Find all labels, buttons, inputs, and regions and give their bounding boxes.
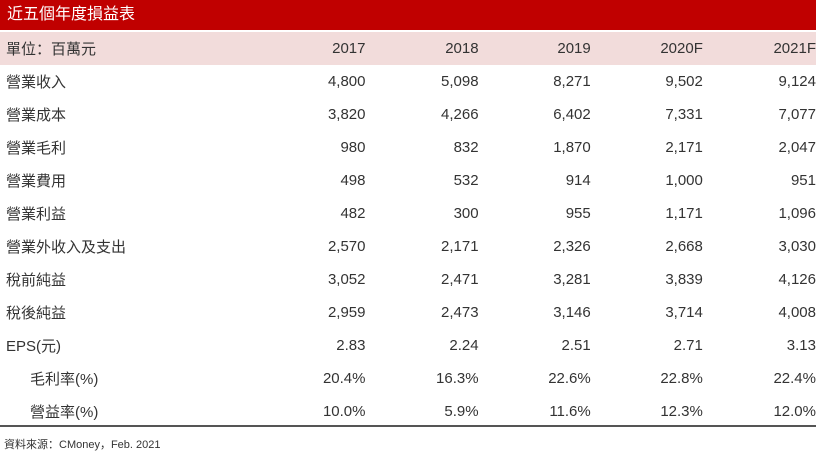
cell-value: 3,146 <box>553 304 591 321</box>
cell-value: 2,326 <box>553 238 591 255</box>
cell-value: 22.6% <box>548 370 591 387</box>
cell-value: 2,171 <box>665 139 703 156</box>
cell-value: 5.9% <box>444 403 479 420</box>
table-row: 營益率(%) 10.0% 5.9% 11.6% 12.3% 12.0% <box>0 395 816 428</box>
cell-value: 3,714 <box>665 304 703 321</box>
cell-value: 3,052 <box>327 271 366 288</box>
cell-value: 2,570 <box>327 238 366 255</box>
cell-value: 9,502 <box>665 73 703 90</box>
cell-value: 16.3% <box>436 370 479 387</box>
cell-value: 7,331 <box>665 106 703 123</box>
cell-value: 2,171 <box>441 238 479 255</box>
cell-value: 482 <box>340 205 366 222</box>
table-row: 營業費用 498 532 914 1,000 951 <box>0 164 816 197</box>
cell-value: 9,124 <box>778 73 816 90</box>
cell-value: 951 <box>790 172 816 189</box>
row-label: 毛利率(%) <box>30 371 99 388</box>
cell-value: 7,077 <box>778 106 816 123</box>
row-label: EPS(元) <box>6 338 62 355</box>
cell-value: 4,800 <box>327 73 366 90</box>
cell-value: 3,281 <box>553 271 591 288</box>
cell-value: 914 <box>565 172 591 189</box>
table-body: 營業收入 4,800 5,098 8,271 9,502 9,124 營業成本 3,820 4,… <box>0 65 816 428</box>
cell-value: 498 <box>340 172 366 189</box>
source-note: 資料來源：CMoney，Feb. 2021 <box>4 439 161 451</box>
cell-value: 2,668 <box>665 238 703 255</box>
cell-value: 980 <box>340 139 366 156</box>
row-label: 稅後純益 <box>6 305 67 322</box>
bottom-rule <box>0 425 816 427</box>
year-header: 2018 <box>445 40 479 57</box>
cell-value: 22.4% <box>773 370 816 387</box>
cell-value: 3,839 <box>665 271 703 288</box>
cell-value: 300 <box>453 205 479 222</box>
row-label: 營業毛利 <box>6 140 67 157</box>
cell-value: 832 <box>453 139 479 156</box>
cell-value: 2,471 <box>441 271 479 288</box>
cell-value: 8,271 <box>553 73 591 90</box>
cell-value: 3,820 <box>327 106 366 123</box>
cell-value: 3,030 <box>778 238 816 255</box>
year-header: 2020F <box>660 40 703 57</box>
table-row: 毛利率(%) 20.4% 16.3% 22.6% 22.8% 22.4% <box>0 362 816 395</box>
row-label: 營業成本 <box>6 107 67 124</box>
cell-value: 955 <box>565 205 591 222</box>
row-label: 營業外收入及支出 <box>6 239 127 256</box>
table-row: 稅後純益 2,959 2,473 3,146 3,714 4,008 <box>0 296 816 329</box>
cell-value: 4,126 <box>778 271 816 288</box>
cell-value: 4,008 <box>778 304 816 321</box>
cell-value: 2.51 <box>561 337 591 354</box>
year-header: 2017 <box>332 40 366 57</box>
cell-value: 1,000 <box>665 172 703 189</box>
cell-value: 5,098 <box>441 73 479 90</box>
cell-value: 1,171 <box>665 205 703 222</box>
cell-value: 3.13 <box>786 337 816 354</box>
table-row: 稅前純益 3,052 2,471 3,281 3,839 4,126 <box>0 263 816 296</box>
table-row: 營業收入 4,800 5,098 8,271 9,502 9,124 <box>0 65 816 98</box>
table-row: 營業成本 3,820 4,266 6,402 7,331 7,077 <box>0 98 816 131</box>
cell-value: 10.0% <box>322 403 366 420</box>
cell-value: 2.83 <box>336 337 366 354</box>
year-header: 2021F <box>773 40 816 57</box>
cell-value: 4,266 <box>441 106 479 123</box>
year-header: 2019 <box>557 40 591 57</box>
cell-value: 11.6% <box>549 403 591 420</box>
cell-value: 1,870 <box>553 139 591 156</box>
cell-value: 12.0% <box>773 403 816 420</box>
row-label: 稅前純益 <box>6 272 67 289</box>
table-row: 營業利益 482 300 955 1,171 1,096 <box>0 197 816 230</box>
cell-value: 2,473 <box>441 304 479 321</box>
income-table: 單位：百萬元 2017 2018 2019 2020F 2021F 營業收入 4,… <box>0 32 816 428</box>
cell-value: 2.71 <box>673 337 703 354</box>
cell-value: 20.4% <box>322 370 366 387</box>
row-label: 營益率(%) <box>30 404 99 421</box>
cell-value: 6,402 <box>553 106 591 123</box>
cell-value: 2.24 <box>449 337 479 354</box>
cell-value: 22.8% <box>660 370 703 387</box>
row-label: 營業費用 <box>6 173 67 190</box>
table-row: 營業毛利 980 832 1,870 2,171 2,047 <box>0 131 816 164</box>
table-title: 近五個年度損益表 <box>0 0 816 30</box>
cell-value: 532 <box>453 172 479 189</box>
row-label: 營業利益 <box>6 206 67 223</box>
header-row: 單位：百萬元 2017 2018 2019 2020F 2021F <box>0 32 816 65</box>
cell-value: 12.3% <box>660 403 703 420</box>
table-row: EPS(元) 2.83 2.24 2.51 2.71 3.13 <box>0 329 816 362</box>
unit-label: 單位：百萬元 <box>6 41 97 58</box>
cell-value: 1,096 <box>778 205 816 222</box>
cell-value: 2,959 <box>327 304 366 321</box>
row-label: 營業收入 <box>6 74 67 91</box>
cell-value: 2,047 <box>778 139 816 156</box>
table-row: 營業外收入及支出 2,570 2,171 2,326 2,668 3,030 <box>0 230 816 263</box>
